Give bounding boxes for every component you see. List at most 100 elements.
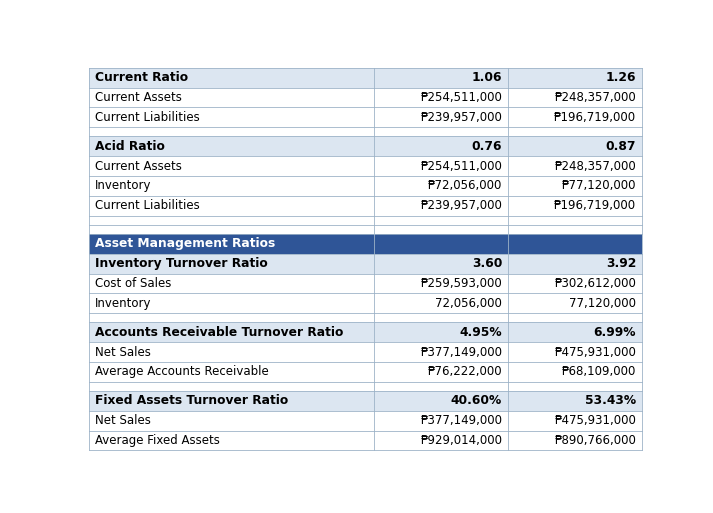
Text: 0.87: 0.87: [605, 140, 636, 153]
Text: ₱196,719,000: ₱196,719,000: [554, 200, 636, 212]
Bar: [89, 342, 374, 362]
Bar: [374, 127, 508, 136]
Bar: [508, 411, 642, 430]
Text: Net Sales: Net Sales: [95, 414, 150, 427]
Bar: [508, 293, 642, 313]
Text: Fixed Assets Turnover Ratio: Fixed Assets Turnover Ratio: [95, 394, 288, 407]
Bar: [89, 216, 374, 225]
Bar: [374, 391, 508, 411]
Text: ₱76,222,000: ₱76,222,000: [428, 365, 502, 379]
Bar: [89, 127, 374, 136]
Bar: [508, 88, 642, 107]
Text: Accounts Receivable Turnover Ratio: Accounts Receivable Turnover Ratio: [95, 326, 343, 339]
Text: 40.60%: 40.60%: [451, 394, 502, 407]
Bar: [89, 68, 374, 88]
Text: Inventory: Inventory: [95, 297, 151, 310]
Bar: [374, 156, 508, 176]
Bar: [374, 176, 508, 196]
Text: 77,120,000: 77,120,000: [569, 297, 636, 310]
Bar: [508, 216, 642, 225]
Bar: [89, 322, 374, 342]
Bar: [508, 342, 642, 362]
Bar: [89, 273, 374, 293]
Text: ₱302,612,000: ₱302,612,000: [554, 277, 636, 290]
Text: 1.06: 1.06: [472, 71, 502, 84]
Bar: [374, 234, 508, 253]
Text: Inventory Turnover Ratio: Inventory Turnover Ratio: [95, 257, 267, 270]
Text: 0.76: 0.76: [472, 140, 502, 153]
Bar: [374, 362, 508, 382]
Bar: [89, 107, 374, 127]
Text: Current Liabilities: Current Liabilities: [95, 200, 200, 212]
Text: ₱77,120,000: ₱77,120,000: [562, 180, 636, 192]
Bar: [89, 253, 374, 273]
Bar: [508, 313, 642, 322]
Bar: [89, 293, 374, 313]
Text: Current Ratio: Current Ratio: [95, 71, 188, 84]
Bar: [89, 391, 374, 411]
Bar: [89, 411, 374, 430]
Bar: [508, 382, 642, 391]
Bar: [374, 88, 508, 107]
Bar: [508, 253, 642, 273]
Bar: [89, 234, 374, 253]
Text: ₱377,149,000: ₱377,149,000: [420, 346, 502, 359]
Bar: [508, 391, 642, 411]
Text: ₱68,109,000: ₱68,109,000: [562, 365, 636, 379]
Text: 1.26: 1.26: [605, 71, 636, 84]
Bar: [374, 293, 508, 313]
Text: Asset Management Ratios: Asset Management Ratios: [95, 237, 275, 250]
Bar: [374, 273, 508, 293]
Text: ₱929,014,000: ₱929,014,000: [420, 434, 502, 447]
Bar: [374, 107, 508, 127]
Bar: [508, 273, 642, 293]
Text: ₱254,511,000: ₱254,511,000: [420, 91, 502, 104]
Bar: [508, 107, 642, 127]
Bar: [508, 362, 642, 382]
Bar: [374, 382, 508, 391]
Bar: [374, 313, 508, 322]
Bar: [374, 225, 508, 234]
Text: Current Assets: Current Assets: [95, 160, 182, 172]
Bar: [508, 225, 642, 234]
Text: ₱254,511,000: ₱254,511,000: [420, 160, 502, 172]
Text: ₱196,719,000: ₱196,719,000: [554, 111, 636, 124]
Bar: [89, 88, 374, 107]
Text: 3.92: 3.92: [606, 257, 636, 270]
Text: 3.60: 3.60: [472, 257, 502, 270]
Text: Current Liabilities: Current Liabilities: [95, 111, 200, 124]
Bar: [508, 430, 642, 450]
Text: 72,056,000: 72,056,000: [436, 297, 502, 310]
Bar: [89, 382, 374, 391]
Bar: [89, 430, 374, 450]
Bar: [508, 196, 642, 216]
Bar: [374, 430, 508, 450]
Text: ₱475,931,000: ₱475,931,000: [554, 346, 636, 359]
Bar: [508, 68, 642, 88]
Bar: [374, 253, 508, 273]
Bar: [374, 216, 508, 225]
Text: ₱248,357,000: ₱248,357,000: [555, 160, 636, 172]
Text: Current Assets: Current Assets: [95, 91, 182, 104]
Text: 53.43%: 53.43%: [585, 394, 636, 407]
Text: ₱239,957,000: ₱239,957,000: [420, 111, 502, 124]
Text: 6.99%: 6.99%: [594, 326, 636, 339]
Text: ₱890,766,000: ₱890,766,000: [554, 434, 636, 447]
Bar: [508, 127, 642, 136]
Bar: [89, 156, 374, 176]
Text: Cost of Sales: Cost of Sales: [95, 277, 171, 290]
Bar: [508, 156, 642, 176]
Bar: [89, 196, 374, 216]
Text: ₱475,931,000: ₱475,931,000: [554, 414, 636, 427]
Bar: [508, 234, 642, 253]
Bar: [89, 362, 374, 382]
Text: ₱377,149,000: ₱377,149,000: [420, 414, 502, 427]
Bar: [374, 68, 508, 88]
Bar: [508, 322, 642, 342]
Text: Average Accounts Receivable: Average Accounts Receivable: [95, 365, 268, 379]
Bar: [374, 136, 508, 156]
Bar: [508, 176, 642, 196]
Text: ₱239,957,000: ₱239,957,000: [420, 200, 502, 212]
Bar: [374, 411, 508, 430]
Bar: [89, 313, 374, 322]
